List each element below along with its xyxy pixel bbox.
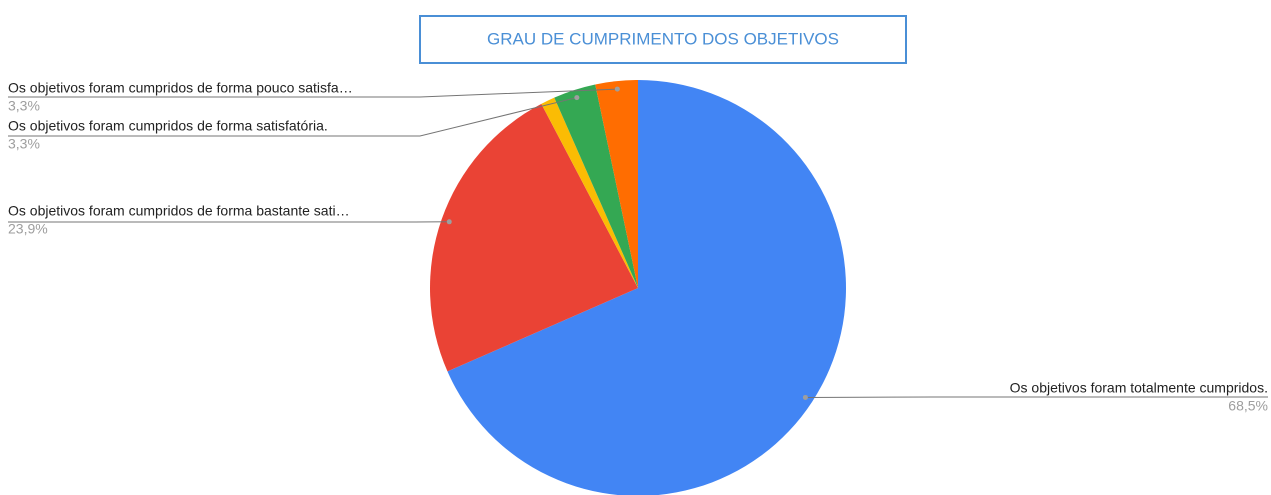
pie-slice	[447, 80, 846, 495]
pie-slice	[430, 103, 638, 372]
leader-dot	[446, 219, 452, 225]
leader-dot	[574, 95, 580, 101]
slice-label: Os objetivos foram totalmente cumpridos.	[1010, 380, 1268, 396]
chart-title: GRAU DE CUMPRIMENTO DOS OBJETIVOS	[487, 29, 839, 48]
slice-label: Os objetivos foram cumpridos de forma ba…	[8, 203, 350, 219]
leader-line	[8, 97, 577, 137]
leader-line	[8, 88, 618, 98]
pie-slice	[554, 84, 638, 288]
leader-dot	[614, 86, 620, 92]
value-label: 3,3%	[8, 98, 40, 114]
value-label: 68,5%	[1228, 398, 1268, 414]
title-box	[419, 15, 907, 64]
value-label: 23,9%	[8, 221, 48, 237]
leader-dot	[802, 394, 808, 400]
pie-slice	[595, 80, 638, 288]
value-label: 3,3%	[8, 136, 40, 152]
pie-slice	[541, 97, 638, 289]
slice-label: Os objetivos foram cumpridos de forma po…	[8, 80, 353, 96]
slice-label: Os objetivos foram cumpridos de forma sa…	[8, 118, 328, 134]
